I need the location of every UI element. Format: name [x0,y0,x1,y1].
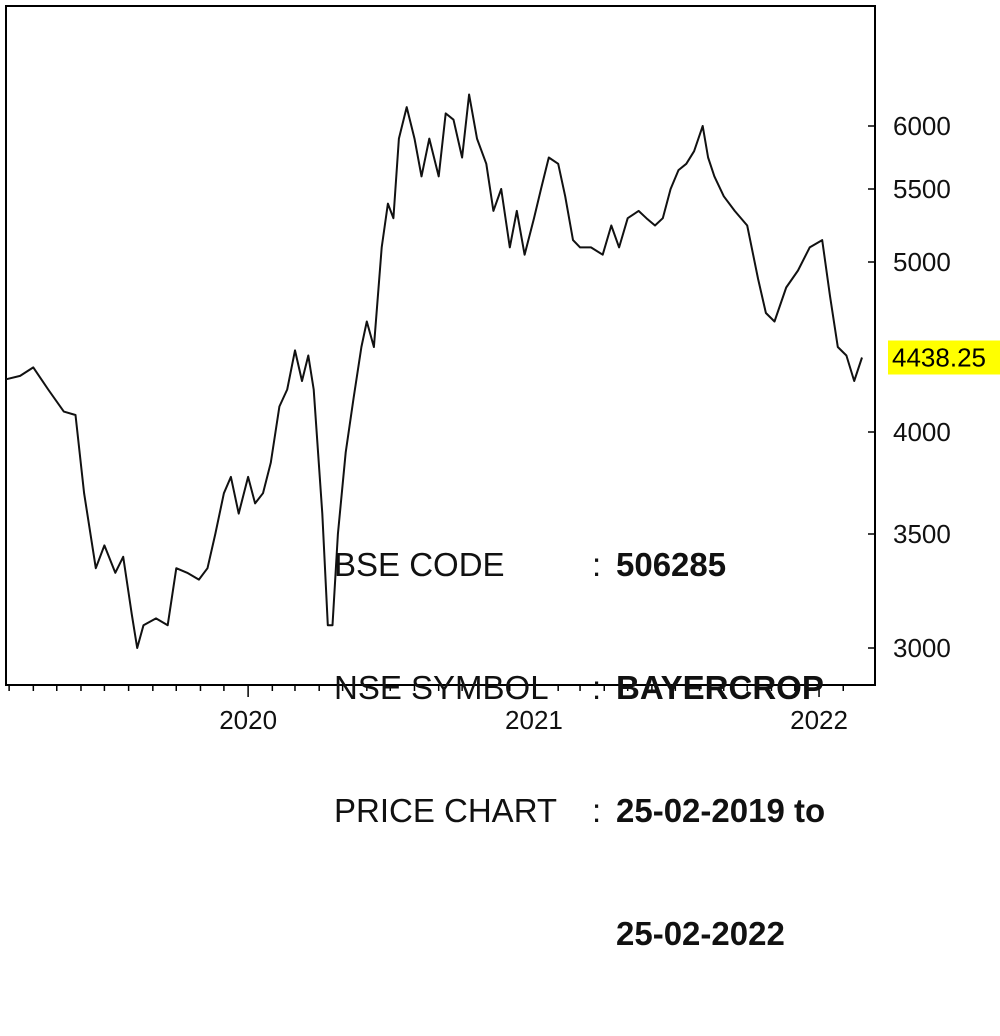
nse-symbol-value: BAYERCROP [616,669,824,706]
price-chart-range-end: 25-02-2022 [616,915,785,952]
nse-symbol-colon: : [592,669,602,706]
bse-code-colon: : [592,546,602,583]
x-tick-label-2021: 2021 [505,705,563,735]
price-chart-range-row: PRICE CHART : 25-02-2019 to [334,790,825,831]
last-price-tag-box [888,340,1000,375]
y-tick-label-5500: 5500 [893,174,951,204]
last-price-tag: 4438.25 [888,340,1000,375]
bse-code-label: BSE CODE [334,546,505,583]
last-price-label: 4438.25 [892,342,986,372]
x-axis: 2020 2021 2022 [8,685,848,735]
plot-frame [5,5,876,686]
price-chart-svg: 3000 3500 4000 5000 5500 6000 2020 2021 2022 44… [5,5,1000,735]
price-chart: 3000 3500 4000 5000 5500 6000 2020 2021 2022 44… [5,5,1000,952]
price-chart-range-label: PRICE CHART [334,792,558,829]
y-tick-label-3500: 3500 [893,519,951,549]
nse-symbol-label: NSE SYMBOL [334,669,549,706]
bse-code-row: BSE CODE : 506285 [334,544,825,585]
bse-code-value: 506285 [616,546,727,583]
price-chart-range-start: 25-02-2019 to [616,792,826,829]
y-tick-label-6000: 6000 [893,111,951,141]
y-axis: 3000 3500 4000 5000 5500 6000 [868,111,951,663]
y-tick-label-5000: 5000 [893,247,951,277]
x-tick-label-2022: 2022 [790,705,848,735]
stock-info-block: BSE CODE : 506285 NSE SYMBOL : BAYERCROP… [334,462,825,1036]
price-line [5,93,863,649]
x-tick-label-2020: 2020 [219,705,277,735]
nse-symbol-row: NSE SYMBOL : BAYERCROP [334,667,825,708]
y-tick-label-4000: 4000 [893,417,951,447]
y-tick-label-3000: 3000 [893,633,951,663]
price-chart-range-colon: : [592,792,602,829]
